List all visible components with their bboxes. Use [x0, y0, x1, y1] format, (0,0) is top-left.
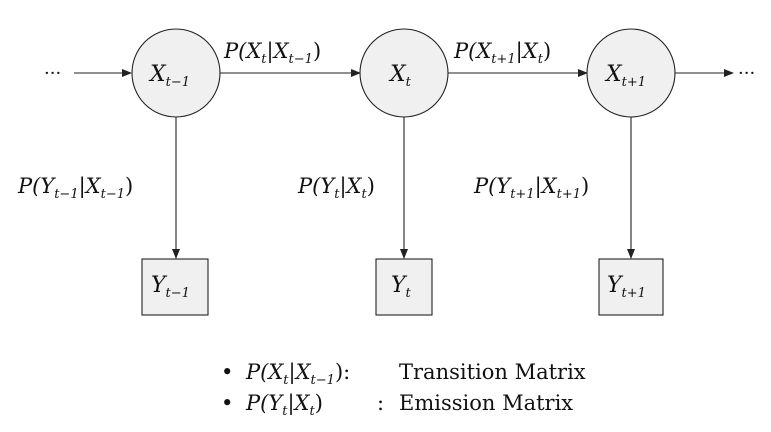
svg-text:Yt−1: Yt−1 [151, 273, 190, 301]
observed-node-y-next: Yt+1 [598, 258, 664, 316]
hidden-node-x-curr: Xt [359, 28, 449, 118]
svg-text:Xt+1: Xt+1 [604, 62, 646, 90]
legend-item-transition: • P(Xt|Xt−1): Transition Matrix [221, 360, 586, 388]
transition-label-1: P(Xt|Xt−1) [223, 39, 321, 67]
observed-node-y-prev: Yt−1 [141, 258, 209, 316]
svg-text:Xt−1: Xt−1 [148, 62, 190, 90]
hidden-node-x-next: Xt+1 [586, 28, 676, 118]
trailing-ellipsis: ··· [738, 63, 755, 84]
observed-node-y-curr: Yt [375, 258, 433, 316]
svg-text:Xt: Xt [388, 62, 412, 90]
emission-label-1: P(Yt−1|Xt−1) [17, 174, 133, 202]
svg-text:Yt+1: Yt+1 [607, 273, 646, 301]
leading-ellipsis: ··· [44, 63, 61, 84]
legend-item-emission: • P(Yt|Xt): Emission Matrix [221, 391, 573, 419]
legend: • P(Xt|Xt−1): Transition Matrix • P(Yt|Xt):… [221, 360, 586, 419]
svg-text:Yt: Yt [391, 273, 412, 301]
transition-label-2: P(Xt+1|Xt) [453, 39, 551, 67]
emission-label-2: P(Yt|Xt) [297, 174, 375, 202]
emission-label-3: P(Yt+1|Xt+1) [473, 174, 589, 202]
hidden-node-x-prev: Xt−1 [131, 28, 221, 118]
